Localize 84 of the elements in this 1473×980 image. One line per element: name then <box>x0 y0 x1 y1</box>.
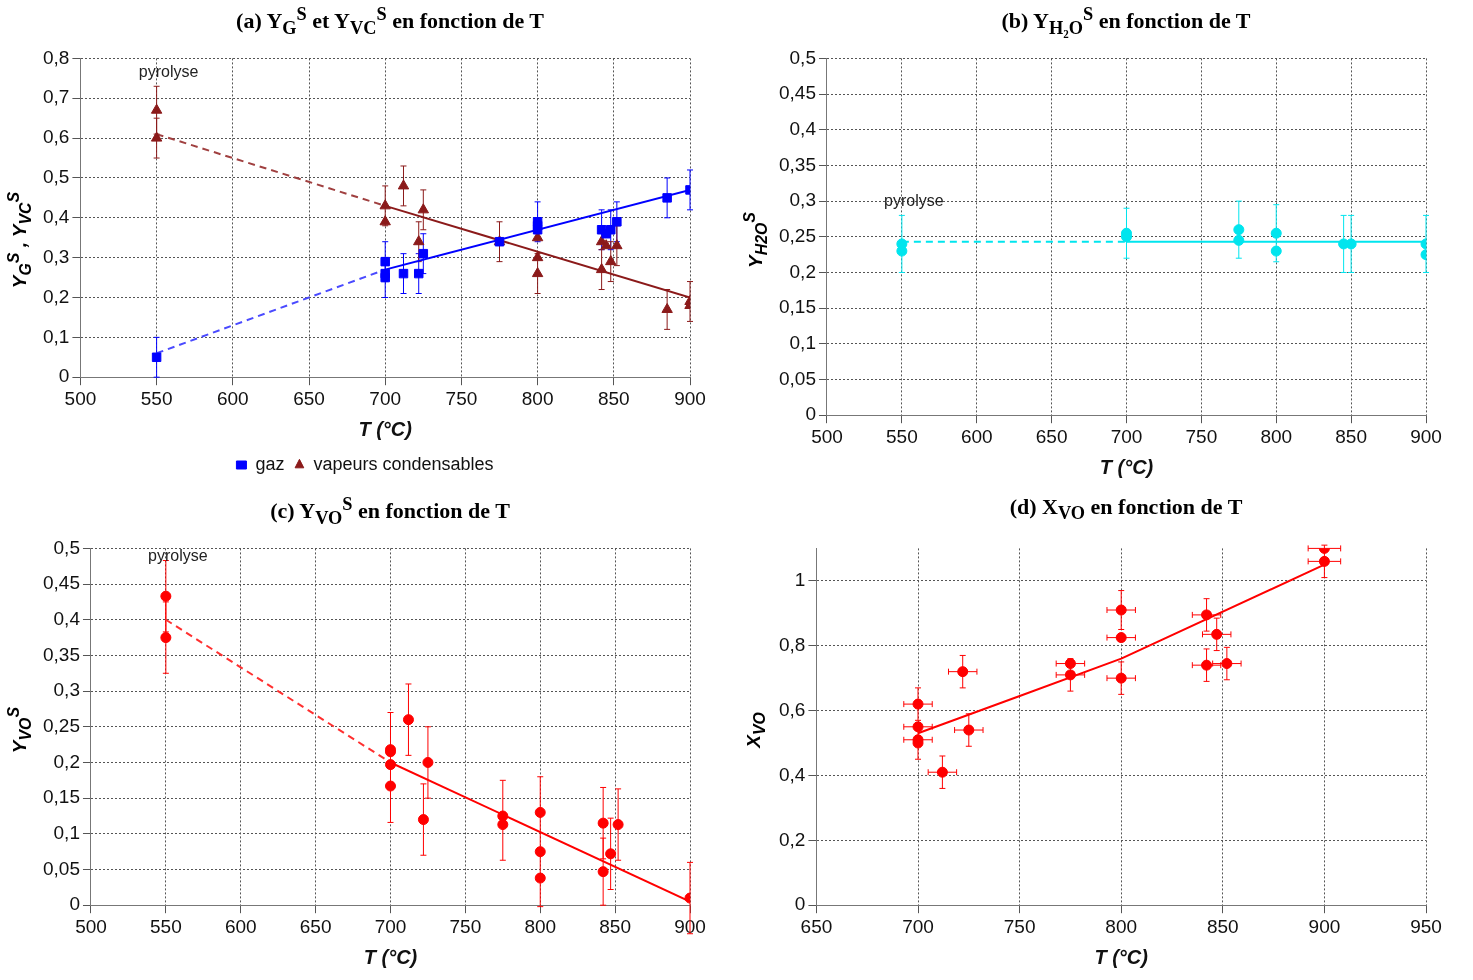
x-tick-label: 550 <box>140 387 173 409</box>
x-tick-label: 850 <box>597 387 630 409</box>
x-tick-label: 700 <box>374 915 407 937</box>
y-tick-label: 0,15 <box>779 296 816 318</box>
y-tick-label: 0,1 <box>53 822 80 844</box>
x-tick-label: 850 <box>599 915 631 937</box>
y-tick-label: 0,35 <box>43 643 80 665</box>
y-tick-label: 0,2 <box>778 828 806 850</box>
x-axis-title: T (°C) <box>363 945 418 968</box>
y-tick-label: 0,15 <box>43 786 80 808</box>
x-tick-label: 500 <box>811 425 843 447</box>
y-tick-label: 0 <box>69 893 80 915</box>
y-tick-label: 0,8 <box>42 46 70 68</box>
x-tick-label: 500 <box>75 915 107 937</box>
x-tick-label: 500 <box>64 387 97 409</box>
x-tick-label: 850 <box>1206 915 1239 937</box>
y-tick-label: 0,1 <box>789 332 816 354</box>
x-tick-label: 600 <box>960 425 993 447</box>
y-tick-label: 0,4 <box>53 607 81 629</box>
x-axis-title: T (°C) <box>358 417 413 440</box>
chart-title: (a) Y$_{G}$$^{S}$ et Y$_{VC}$$^{S}$ en fonction de T <box>235 4 545 39</box>
y-tick-label: 0,2 <box>53 750 80 772</box>
annotation: pyrolyse <box>884 191 944 209</box>
y-tick-label: 0 <box>794 893 806 915</box>
x-tick-label: 900 <box>674 915 706 937</box>
x-tick-label: 550 <box>886 425 918 447</box>
y-tick-label: 0,3 <box>53 679 80 701</box>
x-tick-label: 850 <box>1335 425 1367 447</box>
x-tick-label: 800 <box>1260 425 1293 447</box>
y-tick-label: 0,25 <box>43 715 80 737</box>
y-tick-label: 0,2 <box>42 285 70 307</box>
chart-title: (b) Y$_{H₂O}$$^{S}$ en fonction de T <box>1000 4 1252 39</box>
y-tick-label: 0,4 <box>778 763 806 785</box>
y-tick-label: 0 <box>805 403 816 425</box>
y-tick-label: 0,6 <box>778 698 806 720</box>
y-tick-label: 0,45 <box>43 572 80 594</box>
x-tick-label: 650 <box>800 915 833 937</box>
y-tick-label: 0,7 <box>42 86 70 108</box>
x-tick-label: 900 <box>674 387 706 409</box>
x-tick-label: 650 <box>1035 425 1068 447</box>
y-tick-label: 0,3 <box>42 245 70 267</box>
x-tick-label: 550 <box>150 915 182 937</box>
x-tick-label: 950 <box>1410 915 1442 937</box>
y-tick-label: 0,1 <box>42 325 70 347</box>
x-tick-label: 700 <box>369 387 402 409</box>
chart-title: (c) Y$_{VO}$$^{S}$ en fonction de T <box>269 494 511 529</box>
x-tick-label: 750 <box>1003 915 1036 937</box>
x-tick-label: 900 <box>1308 915 1341 937</box>
y-tick-label: 0,25 <box>779 225 816 247</box>
x-tick-label: 700 <box>902 915 934 937</box>
y-tick-label: 0,5 <box>42 166 70 188</box>
annotation: pyrolyse <box>148 546 208 564</box>
x-tick-label: 650 <box>293 387 325 409</box>
x-tick-label: 800 <box>521 387 554 409</box>
y-tick-label: 1 <box>794 569 806 591</box>
x-tick-label: 650 <box>299 915 332 937</box>
y-tick-label: 0,3 <box>789 189 816 211</box>
x-tick-label: 700 <box>1110 425 1143 447</box>
y-tick-label: 0,45 <box>779 82 816 104</box>
y-tick-label: 0,5 <box>789 46 816 68</box>
legend-label: vapeurs condensables <box>313 453 494 474</box>
x-tick-label: 750 <box>1185 425 1218 447</box>
y-tick-label: 0 <box>58 365 70 387</box>
annotation: pyrolyse <box>138 62 199 80</box>
legend-label: gaz <box>255 453 285 474</box>
chart-title: (d) X$_{VO}$ en fonction de T <box>1008 494 1244 525</box>
x-tick-label: 600 <box>216 387 249 409</box>
y-tick-label: 0,4 <box>42 206 70 228</box>
y-tick-label: 0,05 <box>779 367 816 389</box>
y-tick-label: 0,6 <box>42 126 70 148</box>
x-axis-title: T (°C) <box>1094 945 1149 968</box>
y-tick-label: 0,2 <box>789 260 816 282</box>
x-tick-label: 750 <box>449 915 482 937</box>
x-tick-label: 900 <box>1410 425 1442 447</box>
x-axis-title: T (°C) <box>1099 455 1154 478</box>
y-tick-label: 0,4 <box>789 117 817 139</box>
y-tick-label: 0,8 <box>778 633 806 655</box>
x-tick-label: 750 <box>445 387 478 409</box>
x-tick-label: 800 <box>1105 915 1138 937</box>
y-tick-label: 0,5 <box>53 536 80 558</box>
y-tick-label: 0,35 <box>779 153 816 175</box>
x-tick-label: 600 <box>224 915 257 937</box>
y-tick-label: 0,05 <box>43 857 80 879</box>
x-tick-label: 800 <box>524 915 557 937</box>
